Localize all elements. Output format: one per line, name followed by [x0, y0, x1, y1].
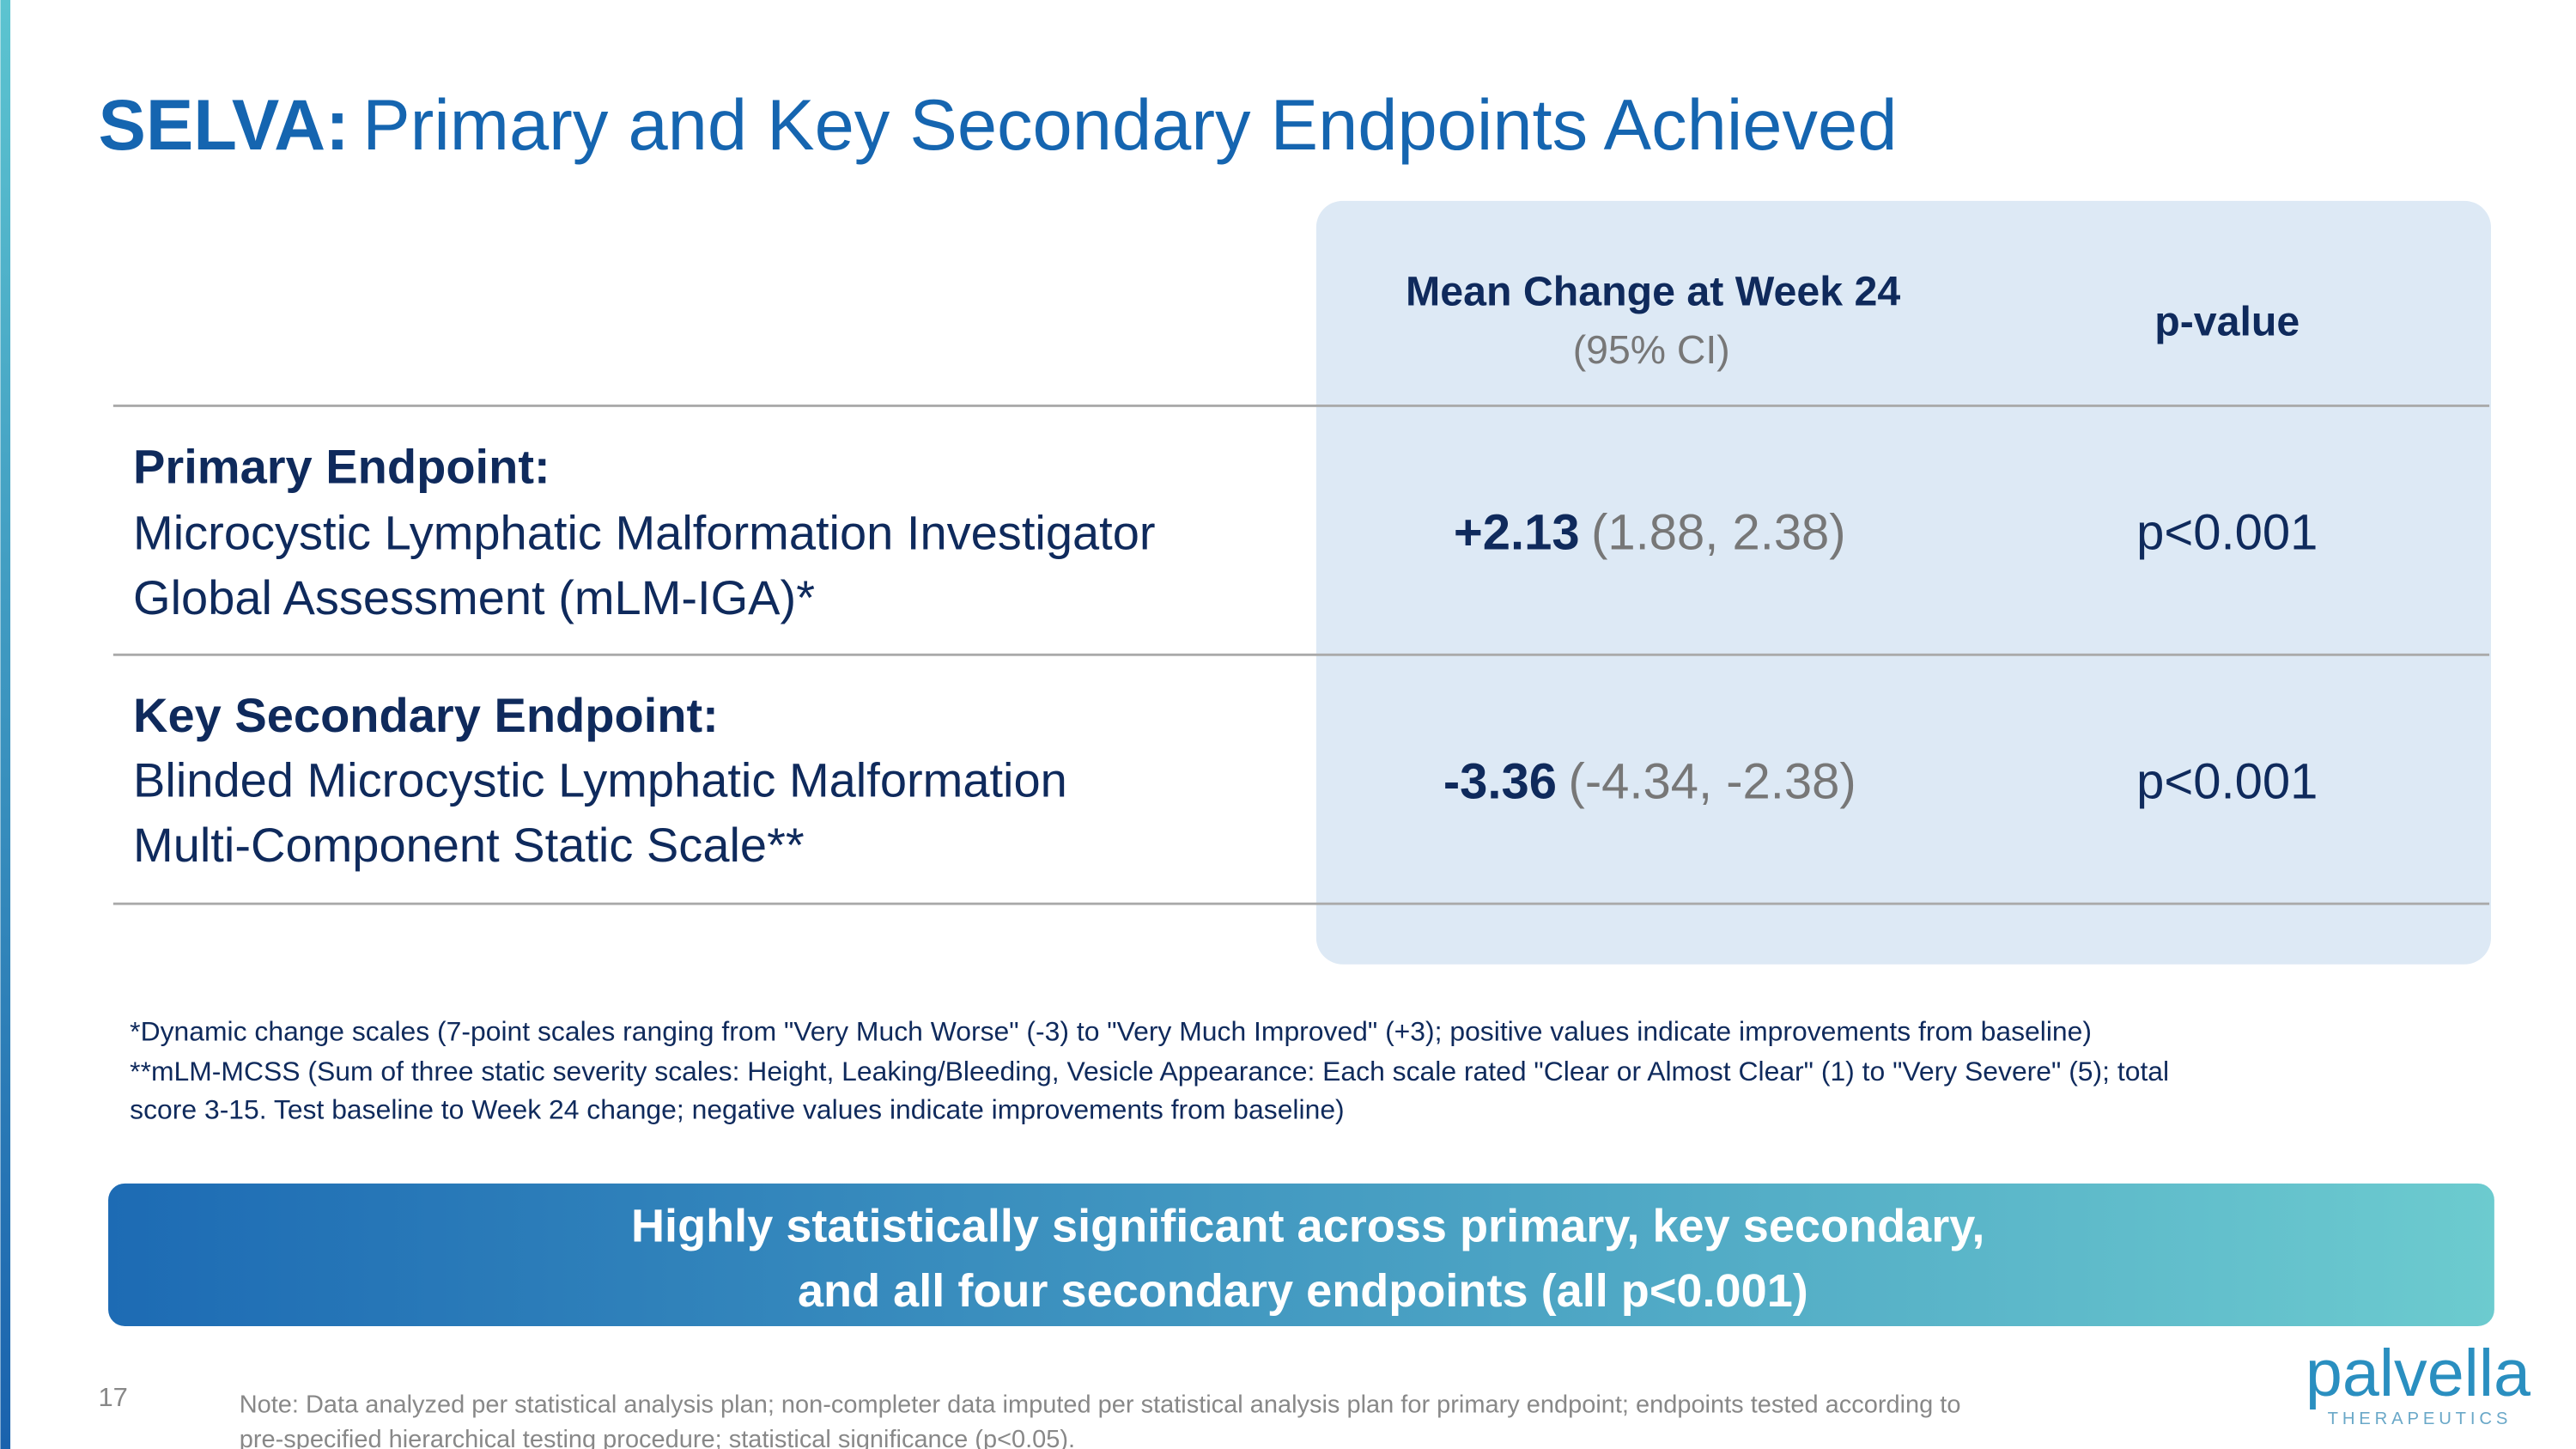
footnote: *Dynamic change scales (7-point scales r… [130, 1016, 2092, 1047]
page-number: 17 [98, 1382, 127, 1412]
row-label: Key Secondary Endpoint: [133, 688, 719, 742]
confidence-interval: (1.88, 2.38) [1591, 506, 1845, 561]
callout-text: Highly statistically significant across … [631, 1200, 1984, 1251]
row-description: Multi-Component Static Scale** [133, 818, 805, 872]
column-subheader: (95% CI) [1573, 327, 1730, 372]
title: SELVA: Primary and Key Secondary Endpoint… [98, 85, 1897, 165]
confidence-interval: (-4.34, -2.38) [1569, 754, 1856, 809]
logo-name: palvella [2306, 1336, 2530, 1410]
row-description: Blinded Microcystic Lymphatic Malformati… [133, 753, 1067, 807]
column-header: p-value [2154, 298, 2300, 344]
title-text: Primary and Key Secondary Endpoints Achi… [362, 85, 1897, 165]
estimate-value: -3.36 [1443, 754, 1557, 809]
callout-box [108, 1183, 2494, 1327]
logo-tagline: THERAPEUTICS [2328, 1409, 2512, 1428]
callout-text: and all four secondary endpoints (all p<… [798, 1265, 1808, 1317]
p-value: p<0.001 [2136, 754, 2318, 809]
footnote: score 3-15. Test baseline to Week 24 cha… [130, 1093, 1345, 1124]
estimate: +2.13 (1.88, 2.38) [1454, 506, 1846, 561]
results-panel [1315, 200, 2492, 965]
estimate-value: +2.13 [1454, 506, 1580, 561]
column-header: Mean Change at Week 24 [1406, 269, 1900, 315]
row-description: Microcystic Lymphatic Malformation Inves… [133, 506, 1156, 560]
note: Note: Data analyzed per statistical anal… [240, 1391, 1961, 1418]
row-description: Global Assessment (mLM-IGA)* [133, 570, 815, 624]
estimate: -3.36 (-4.34, -2.38) [1443, 754, 1856, 809]
side-strip [0, 0, 11, 1449]
p-value: p<0.001 [2136, 506, 2318, 561]
footnote: **mLM-MCSS (Sum of three static severity… [130, 1056, 2169, 1087]
row-label: Primary Endpoint: [133, 439, 550, 493]
note: pre-specified hierarchical testing proce… [240, 1426, 1075, 1449]
title-prefix: SELVA: [98, 85, 349, 165]
